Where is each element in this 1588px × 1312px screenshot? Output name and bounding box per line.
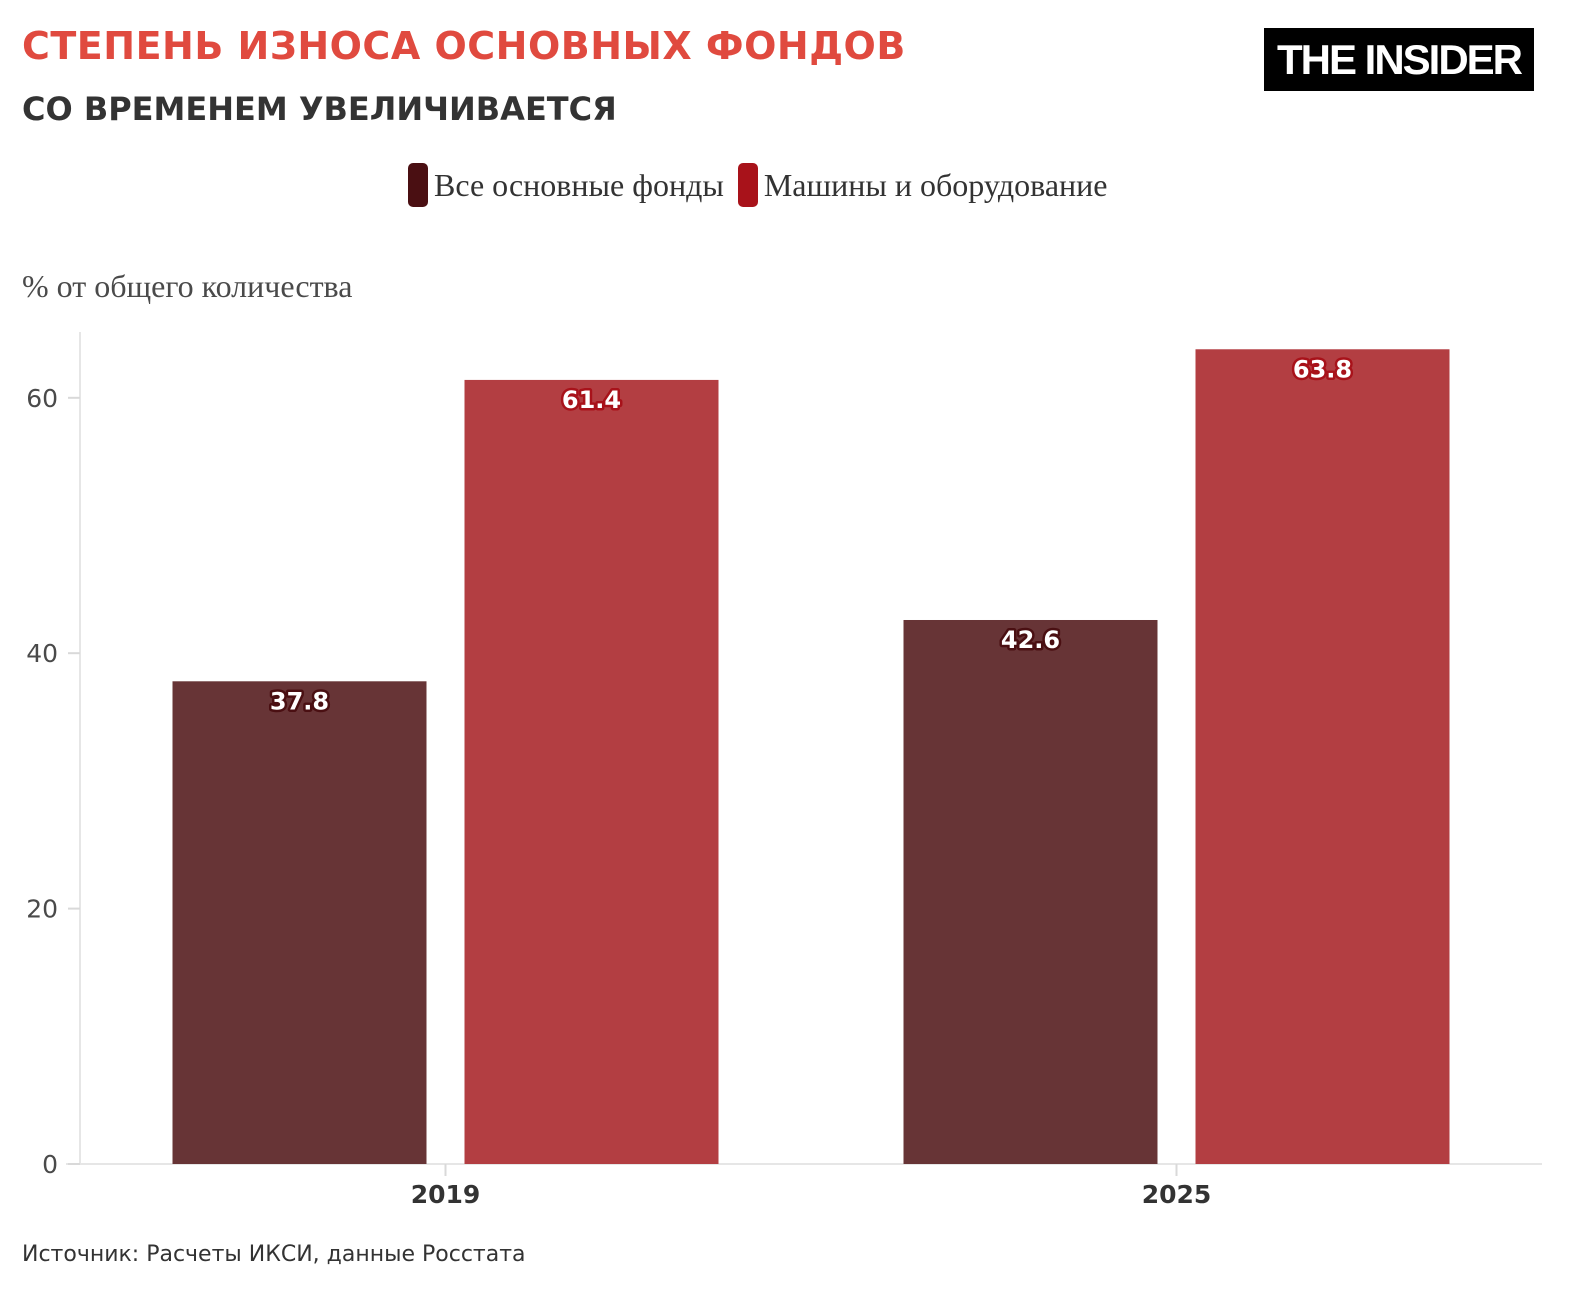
bar-series-1 <box>903 619 1158 1164</box>
bar-series-2 <box>464 379 719 1164</box>
y-tick-label: 60 <box>26 384 58 413</box>
legend-swatch-series-2 <box>737 163 758 207</box>
chart-title: СТЕПЕНЬ ИЗНОСА ОСНОВНЫХ ФОНДОВ <box>22 24 906 68</box>
x-tick-label: 2025 <box>1142 1180 1212 1209</box>
legend-item-series-1: Все основные фонды <box>408 163 724 207</box>
y-axis-unit-label: % от общего количества <box>22 268 353 304</box>
legend-item-series-2: Машины и оборудование <box>737 163 1108 207</box>
legend-label-series-2: Машины и оборудование <box>763 166 1108 203</box>
chart-legend: Все основные фонды Машины и оборудование <box>408 162 1107 208</box>
bar-series-2 <box>1195 349 1450 1164</box>
source-note: Источник: Расчеты ИКСИ, данные Росстата <box>22 1242 526 1267</box>
bar-chart: 0 20 40 60 2019 37.8 61.4 2025 42.6 63.8 <box>26 332 1542 1209</box>
x-tick-label: 2019 <box>411 1180 481 1209</box>
legend-label-series-1: Все основные фонды <box>434 166 724 203</box>
data-label: 61.4 <box>562 386 621 414</box>
data-label: 42.6 <box>1001 626 1060 654</box>
y-tick-label: 0 <box>42 1150 58 1179</box>
chart-subtitle: СО ВРЕМЕНЕМ УВЕЛИЧИВАЕТСЯ <box>22 90 617 128</box>
y-tick-label: 20 <box>26 895 58 924</box>
legend-swatch-series-1 <box>408 163 428 207</box>
y-tick-label: 40 <box>26 639 58 668</box>
bar-series-1 <box>172 681 427 1164</box>
data-label: 63.8 <box>1293 355 1352 383</box>
data-label: 37.8 <box>270 687 329 715</box>
the-insider-logo: THE INSIDER <box>1264 28 1534 91</box>
